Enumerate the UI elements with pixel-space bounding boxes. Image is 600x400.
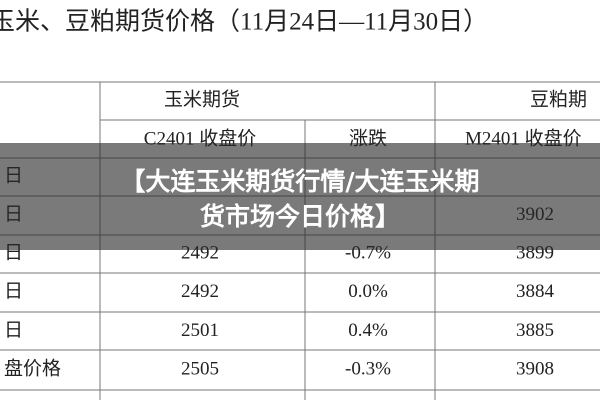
table-cell: 3908 <box>516 358 554 379</box>
row-label: 日 <box>4 281 23 302</box>
group-header: 玉米期货 <box>164 88 240 110</box>
banner-line: 货市场今日价格】 <box>200 202 400 231</box>
group-header: 豆粕期 <box>530 88 587 110</box>
table-cell: 3884 <box>516 281 555 302</box>
table-cell: -0.3% <box>345 358 391 379</box>
table-cell: 0.4% <box>348 320 388 341</box>
row-label: 日 <box>4 320 23 341</box>
row-label: 盘价格 <box>4 357 61 379</box>
table-cell: 2505 <box>181 358 219 379</box>
banner-background <box>0 143 600 250</box>
table-cell: 2501 <box>181 320 219 341</box>
page-title: 玉米、豆粕期货价格（11月24日—11月30日） <box>0 8 488 36</box>
table-cell: 2492 <box>181 281 219 302</box>
banner-line: 【大连玉米期货行情/大连玉米期 <box>120 167 479 196</box>
table-cell: 3885 <box>516 320 554 341</box>
table-cell: 0.0% <box>348 281 388 302</box>
